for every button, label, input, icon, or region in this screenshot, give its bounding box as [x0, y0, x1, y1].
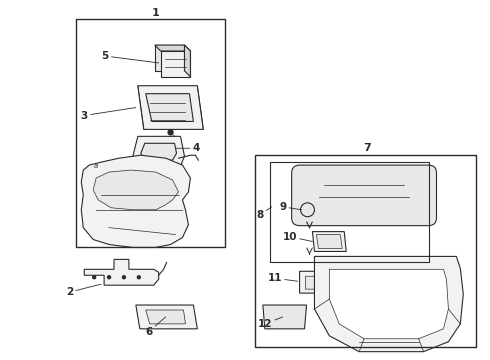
Polygon shape: [133, 136, 184, 166]
Polygon shape: [81, 155, 191, 247]
Text: 4: 4: [175, 143, 200, 153]
Polygon shape: [329, 269, 448, 339]
Circle shape: [93, 276, 96, 279]
Text: 3: 3: [81, 108, 136, 121]
Text: 9: 9: [279, 202, 301, 212]
Bar: [255, 155, 476, 347]
Text: 5: 5: [101, 51, 159, 63]
Polygon shape: [84, 260, 159, 285]
Bar: [76, 19, 225, 247]
Polygon shape: [317, 235, 342, 248]
Polygon shape: [306, 276, 324, 289]
Text: 12: 12: [258, 317, 283, 329]
Polygon shape: [155, 45, 191, 51]
Circle shape: [137, 276, 140, 279]
Text: 6: 6: [145, 317, 166, 337]
Text: 2: 2: [66, 284, 101, 297]
Text: 8: 8: [256, 207, 272, 220]
Polygon shape: [155, 45, 184, 71]
Text: 10: 10: [282, 231, 313, 242]
Bar: [270, 162, 429, 262]
Polygon shape: [299, 271, 329, 293]
Polygon shape: [313, 231, 346, 251]
Circle shape: [168, 130, 173, 135]
Polygon shape: [136, 305, 197, 329]
Polygon shape: [184, 45, 191, 77]
Text: 7: 7: [363, 143, 371, 153]
Polygon shape: [161, 51, 191, 77]
Circle shape: [122, 276, 125, 279]
Polygon shape: [93, 170, 178, 210]
Text: a: a: [94, 163, 98, 169]
Text: 11: 11: [268, 273, 297, 283]
Polygon shape: [263, 305, 307, 329]
Polygon shape: [146, 310, 185, 324]
FancyBboxPatch shape: [292, 165, 437, 226]
Polygon shape: [138, 86, 203, 129]
Polygon shape: [146, 94, 194, 121]
Polygon shape: [141, 143, 176, 160]
Text: 1: 1: [152, 8, 160, 18]
Polygon shape: [315, 256, 464, 352]
Circle shape: [108, 276, 111, 279]
Circle shape: [300, 203, 315, 217]
